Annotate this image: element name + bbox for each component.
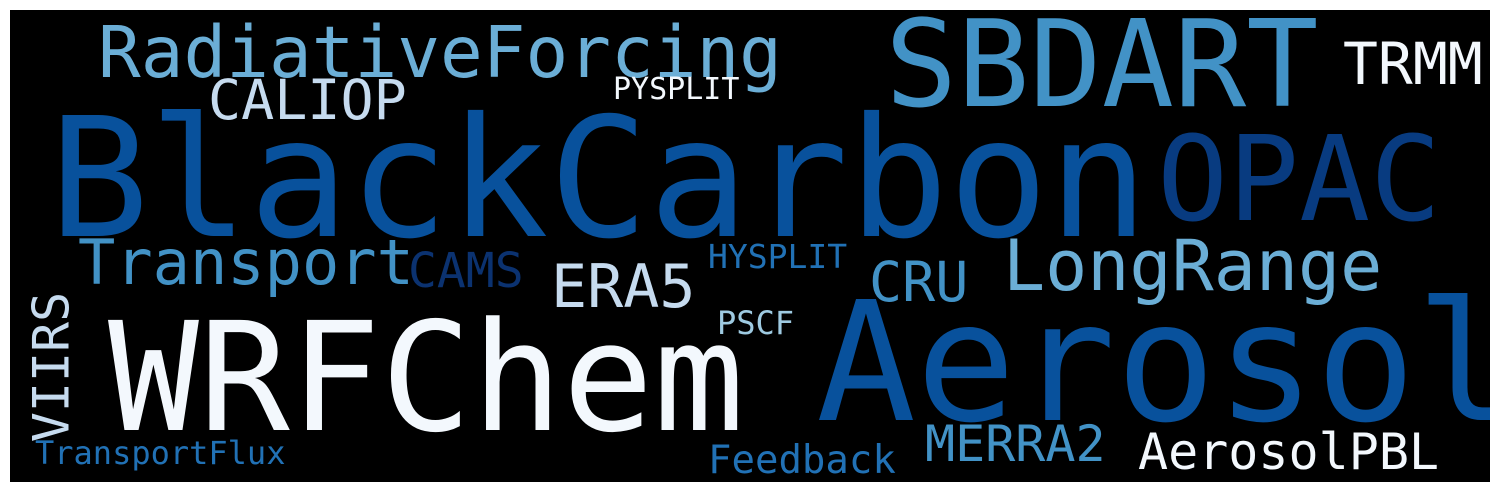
word-pysplit: PYSPLIT xyxy=(613,72,740,107)
word-radiative-forcing: RadiativeForcing xyxy=(98,11,782,94)
word-opac: OPAC xyxy=(1157,110,1442,248)
word-pscf: PSCF xyxy=(717,304,795,342)
word-transport: Transport xyxy=(78,226,414,299)
word-hysplit: HYSPLIT xyxy=(708,237,848,276)
word-merra2: MERRA2 xyxy=(925,415,1106,473)
word-era5: ERA5 xyxy=(551,252,696,322)
word-aerosol-pbl: AerosolPBL xyxy=(1138,423,1440,481)
word-trmm: TRMM xyxy=(1343,30,1483,98)
word-viirs: VIIRS xyxy=(22,291,81,443)
word-caliop: CALIOP xyxy=(208,68,407,132)
word-black-carbon: BlackCarbon xyxy=(49,83,1149,276)
word-cru: CRU xyxy=(869,250,969,314)
word-transport-flux: TransportFlux xyxy=(35,434,286,472)
word-feedback: Feedback xyxy=(708,438,896,482)
word-wrf-chem: WRFChem xyxy=(108,290,745,466)
word-cams: CAMS xyxy=(408,243,524,299)
word-cloud: RadiativeForcing SBDART TRMM CALIOP PYSP… xyxy=(10,10,1490,482)
word-sbdart: SBDART xyxy=(885,10,1319,135)
word-aerosol: Aerosol xyxy=(816,267,1490,460)
word-long-range: LongRange xyxy=(1003,225,1383,307)
